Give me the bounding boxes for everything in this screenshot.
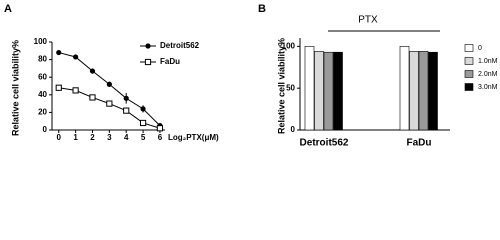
bar <box>323 51 334 131</box>
x-tick-label: FaDu <box>407 138 432 149</box>
bar <box>428 51 438 131</box>
legend-label: 3.0nM <box>478 84 498 91</box>
y-tick-label: 50 <box>286 83 295 92</box>
x-tick-label: 3 <box>107 133 112 142</box>
bar <box>399 46 410 131</box>
legend-marker <box>144 58 152 66</box>
legend-swatch <box>464 70 474 78</box>
x-tick-label: 4 <box>124 133 129 142</box>
marker <box>123 95 129 101</box>
x-tick-label: Detroit562 <box>300 138 349 149</box>
figure: A B Relative cell viability% Relative ce… <box>4 3 498 149</box>
panel-label: B <box>258 3 266 15</box>
y-tick-label: 100 <box>282 41 296 50</box>
marker <box>139 119 147 127</box>
bar <box>314 51 324 131</box>
y-tick-label: 80 <box>38 55 47 64</box>
marker <box>56 49 62 56</box>
legend-label: Detroit562 <box>160 41 200 50</box>
x-tick-label: 2 <box>90 133 95 142</box>
x-tick-label: 6 <box>158 133 163 142</box>
marker <box>89 94 96 101</box>
legend-marker <box>145 43 151 49</box>
marker <box>73 54 79 60</box>
y-tick-label: 0 <box>291 125 296 134</box>
legend-label: FaDu <box>160 57 180 66</box>
bar <box>333 51 343 131</box>
legend-swatch <box>464 44 474 52</box>
bar <box>409 51 419 131</box>
marker <box>123 107 130 114</box>
y-tick-label: 20 <box>38 108 47 117</box>
y-tick-label: 0 <box>43 125 48 134</box>
y-axis-title: Relative cell viability% <box>10 40 20 136</box>
bar <box>418 51 429 131</box>
y-axis-title: Relative cell viability% <box>276 38 286 134</box>
legend-swatch <box>464 83 474 91</box>
y-tick-label: 60 <box>38 72 47 81</box>
marker <box>89 68 96 74</box>
marker <box>55 84 62 91</box>
marker <box>106 100 113 107</box>
x-tick-label: 5 <box>141 133 146 142</box>
legend-label: 2.0nM <box>478 71 498 78</box>
legend-label: 1.0nM <box>478 58 498 65</box>
panel-label: A <box>4 3 12 15</box>
legend-swatch <box>464 57 474 65</box>
marker <box>156 125 164 132</box>
x-axis-title: Log₂PTX(μM) <box>168 133 219 142</box>
y-tick-label: 40 <box>38 90 47 99</box>
annotation: PTX <box>358 15 378 26</box>
bar <box>304 46 315 131</box>
marker <box>72 87 79 94</box>
legend-label: 0 <box>478 45 482 52</box>
y-tick-label: 100 <box>34 37 48 46</box>
marker <box>106 81 112 87</box>
x-tick-label: 1 <box>73 133 78 142</box>
x-tick-label: 0 <box>57 133 62 142</box>
marker <box>140 106 146 112</box>
